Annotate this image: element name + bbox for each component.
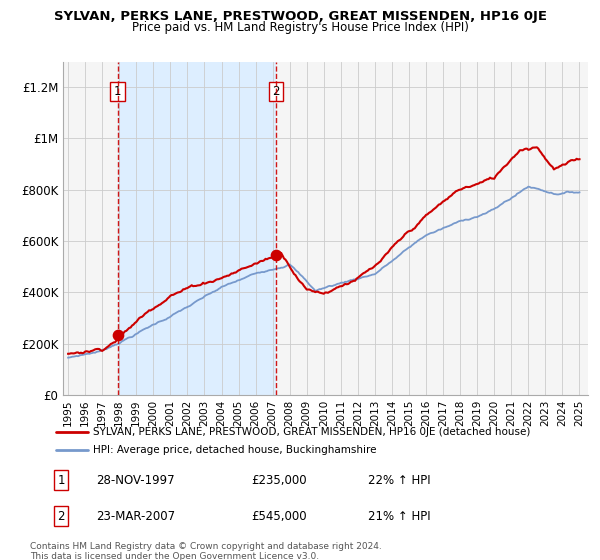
Text: 2: 2 (272, 85, 280, 98)
Text: Price paid vs. HM Land Registry's House Price Index (HPI): Price paid vs. HM Land Registry's House … (131, 21, 469, 34)
Text: £545,000: £545,000 (251, 510, 307, 522)
Bar (118, 62, 276, 395)
Text: Contains HM Land Registry data © Crown copyright and database right 2024.
This d: Contains HM Land Registry data © Crown c… (30, 542, 382, 560)
Text: 21% ↑ HPI: 21% ↑ HPI (368, 510, 431, 522)
Text: SYLVAN, PERKS LANE, PRESTWOOD, GREAT MISSENDEN, HP16 0JE: SYLVAN, PERKS LANE, PRESTWOOD, GREAT MIS… (53, 10, 547, 23)
Text: 22% ↑ HPI: 22% ↑ HPI (368, 474, 431, 487)
Point (113, 330, 122, 339)
Text: £235,000: £235,000 (251, 474, 307, 487)
Text: 1: 1 (58, 474, 65, 487)
Text: 2: 2 (58, 510, 65, 522)
Text: 1: 1 (114, 85, 121, 98)
Point (271, 251, 281, 260)
Text: HPI: Average price, detached house, Buckinghamshire: HPI: Average price, detached house, Buck… (94, 445, 377, 455)
Text: SYLVAN, PERKS LANE, PRESTWOOD, GREAT MISSENDEN, HP16 0JE (detached house): SYLVAN, PERKS LANE, PRESTWOOD, GREAT MIS… (94, 427, 531, 437)
Text: 23-MAR-2007: 23-MAR-2007 (96, 510, 175, 522)
Text: 28-NOV-1997: 28-NOV-1997 (96, 474, 175, 487)
